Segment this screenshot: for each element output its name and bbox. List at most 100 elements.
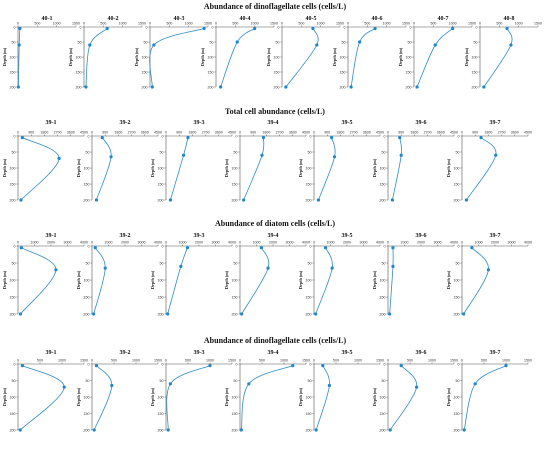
y-tick-label: 0 [80,25,82,29]
y-tick-label: 150 [76,70,82,74]
data-point [504,364,508,368]
panel-39-2: 39-20 900 1800 2700 3600 4500050100150200Dept… [76,120,162,202]
panel-title: 40-7 [438,16,449,22]
x-tick-label: 0 [387,241,389,245]
x-tick-label: 1800 [336,131,344,135]
data-point [186,136,190,140]
data-point [323,246,328,250]
panel-39-7: 39-70 900 1800 2700 3600 4500050100150200Dept… [446,120,532,202]
y-tick-label: 150 [158,295,164,299]
x-tick-label: 1000 [105,241,113,245]
y-tick-label: 50 [234,261,238,265]
x-tick-label: 0 [239,131,241,135]
data-point [16,85,20,89]
x-tick-label: 2700 [128,131,136,135]
series-line [466,137,497,201]
y-tick-label: 0 [384,134,386,138]
y-axis-label: Depth (m) [372,270,377,289]
data-point [54,268,58,272]
y-tick-label: 50 [308,379,312,383]
x-tick-label: 500 [333,359,339,363]
panel-title: 39-6 [416,233,427,239]
data-point [451,26,455,31]
x-tick-label: 500 [259,359,265,363]
y-tick-label: 50 [234,379,238,383]
data-point [391,246,395,250]
series-line [483,28,513,88]
panel-title: 39-4 [268,350,279,356]
y-tick-label: 100 [232,166,238,170]
y-tick-label: 100 [232,278,238,282]
x-tick-label: 3600 [511,131,519,135]
y-tick-label: 50 [474,40,478,44]
x-tick-label: 1500 [376,359,384,363]
y-tick-label: 0 [14,244,16,248]
x-tick-label: 1800 [410,131,418,135]
x-tick-label: 0 [215,22,217,26]
data-point [242,198,246,202]
y-tick-label: 100 [454,166,460,170]
x-tick-label: 1500 [450,359,458,363]
data-point [103,266,107,270]
x-tick-label: 3000 [212,241,220,245]
x-tick-label: 4000 [228,241,236,245]
x-tick-label: 900 [176,131,182,135]
x-tick-label: 900 [398,131,404,135]
y-tick-label: 0 [162,244,164,248]
y-tick-label: 0 [476,25,478,29]
panel-39-5: 39-50 900 1800 2700 3600 4500050100150200Dept… [298,120,384,202]
x-tick-label: 1000 [317,22,325,26]
y-tick-label: 200 [10,428,16,432]
y-tick-label: 50 [408,40,412,44]
series-line [93,365,113,431]
x-tick-label: 500 [232,22,238,26]
data-point [94,198,98,202]
chart-section-4: Abundance of dinoflagellate cells (cells… [2,336,532,432]
panel-39-3: 39-30 900 1800 2700 3600 4500050100150200Dept… [150,120,236,202]
x-tick-label: 1500 [204,22,212,26]
y-tick-label: 100 [158,278,164,282]
x-tick-label: 4500 [302,131,310,135]
x-tick-label: 1800 [114,131,122,135]
y-tick-label: 100 [208,55,214,59]
y-tick-label: 50 [12,261,16,265]
y-tick-label: 0 [310,362,312,366]
data-point [20,364,24,368]
y-tick-label: 100 [84,166,90,170]
x-tick-label: 900 [250,131,256,135]
x-tick-label: 2000 [121,241,129,245]
data-point [388,428,392,432]
x-tick-label: 1000 [185,22,193,26]
data-point [266,266,270,270]
series-line [241,247,270,315]
data-point [332,155,337,159]
y-tick-label: 0 [458,134,460,138]
panel-title: 39-4 [268,233,279,239]
data-point [291,364,295,368]
y-tick-label: 200 [232,198,238,202]
x-tick-label: 0 [83,22,85,26]
y-tick-label: 100 [84,278,90,282]
panel-title: 40-4 [240,16,251,22]
data-point [464,198,468,202]
x-tick-label: 2700 [276,131,284,135]
y-axis-label: Depth (m) [298,387,303,406]
y-axis-label: Depth (m) [150,158,155,177]
x-tick-label: 500 [407,359,413,363]
y-tick-label: 50 [86,379,90,383]
y-axis-label: Depth (m) [2,47,7,66]
y-tick-label: 100 [472,55,478,59]
x-tick-label: 1000 [449,22,457,26]
panel-title: 39-7 [490,350,501,356]
panel-title: 39-4 [268,120,279,126]
data-point [486,268,490,272]
x-tick-label: 2000 [195,241,203,245]
x-tick-label: 3600 [437,131,445,135]
y-axis-label: Depth (m) [2,387,7,406]
x-tick-label: 0 [91,241,93,245]
